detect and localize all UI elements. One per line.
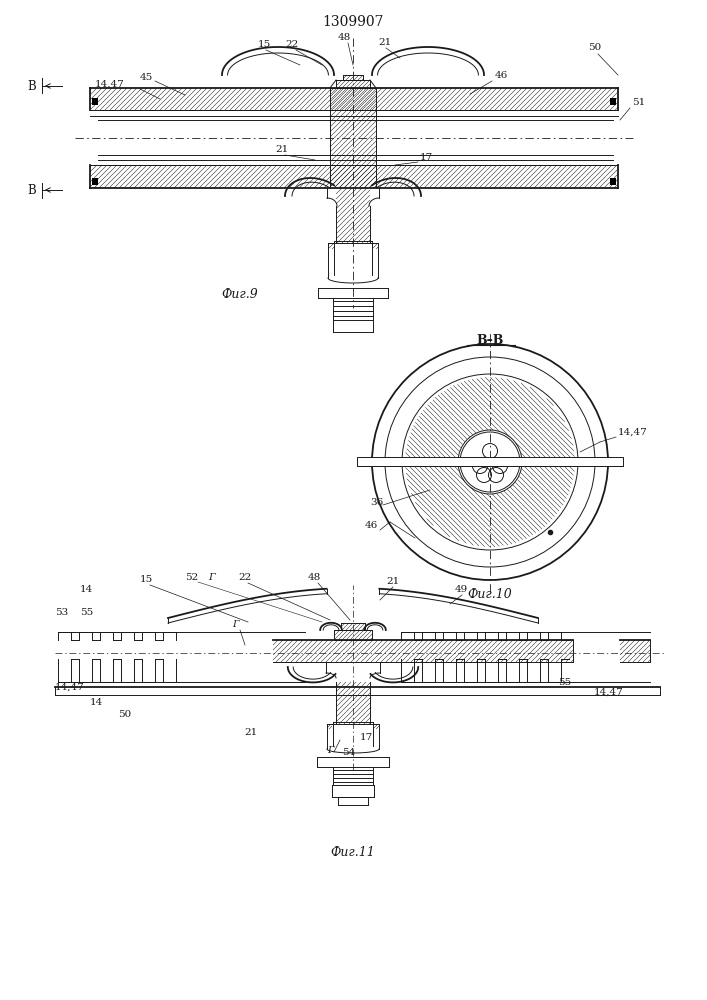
Text: 21: 21: [378, 38, 391, 47]
Text: 22: 22: [238, 573, 251, 582]
Text: 14,47: 14,47: [55, 683, 85, 692]
Text: 50: 50: [588, 43, 601, 52]
Text: Г: Г: [232, 620, 238, 629]
Text: 21: 21: [244, 728, 257, 737]
Text: 15: 15: [140, 575, 153, 584]
Text: 17: 17: [420, 153, 433, 162]
Text: 14,47: 14,47: [618, 428, 648, 437]
Text: 46: 46: [495, 71, 508, 80]
Text: 51: 51: [632, 98, 645, 107]
Text: 45: 45: [140, 73, 153, 82]
Text: В: В: [28, 80, 36, 93]
Text: 17: 17: [360, 733, 373, 742]
Text: 52: 52: [185, 573, 198, 582]
Bar: [357, 457, 623, 466]
Bar: [610, 98, 616, 105]
Text: Фиг.11: Фиг.11: [331, 846, 375, 858]
Text: Фиг.10: Фиг.10: [467, 588, 513, 601]
Text: 55: 55: [80, 608, 93, 617]
Text: 55: 55: [558, 678, 571, 687]
Text: 14: 14: [80, 585, 93, 594]
Bar: [92, 178, 98, 185]
Text: Г: Г: [208, 573, 215, 582]
Text: 48: 48: [308, 573, 321, 582]
Text: 14,47: 14,47: [95, 80, 124, 89]
Text: 54: 54: [342, 748, 355, 757]
Text: В: В: [28, 184, 36, 196]
Text: 14,47: 14,47: [594, 688, 624, 697]
Text: 46: 46: [365, 521, 378, 530]
Text: 49: 49: [455, 585, 468, 594]
Text: В–В: В–В: [477, 334, 503, 347]
Bar: [92, 98, 98, 105]
Text: Фиг.9: Фиг.9: [221, 288, 258, 300]
Text: 21: 21: [386, 577, 399, 586]
Text: 50: 50: [118, 710, 132, 719]
Text: 36: 36: [370, 498, 383, 507]
Text: Г: Г: [327, 746, 334, 755]
Text: 15: 15: [258, 40, 271, 49]
Bar: [610, 178, 616, 185]
Text: 48: 48: [338, 33, 351, 42]
Text: 22: 22: [285, 40, 298, 49]
Text: 53: 53: [55, 608, 69, 617]
Text: 14: 14: [90, 698, 103, 707]
Text: 1309907: 1309907: [322, 15, 384, 29]
Text: 21: 21: [275, 145, 288, 154]
